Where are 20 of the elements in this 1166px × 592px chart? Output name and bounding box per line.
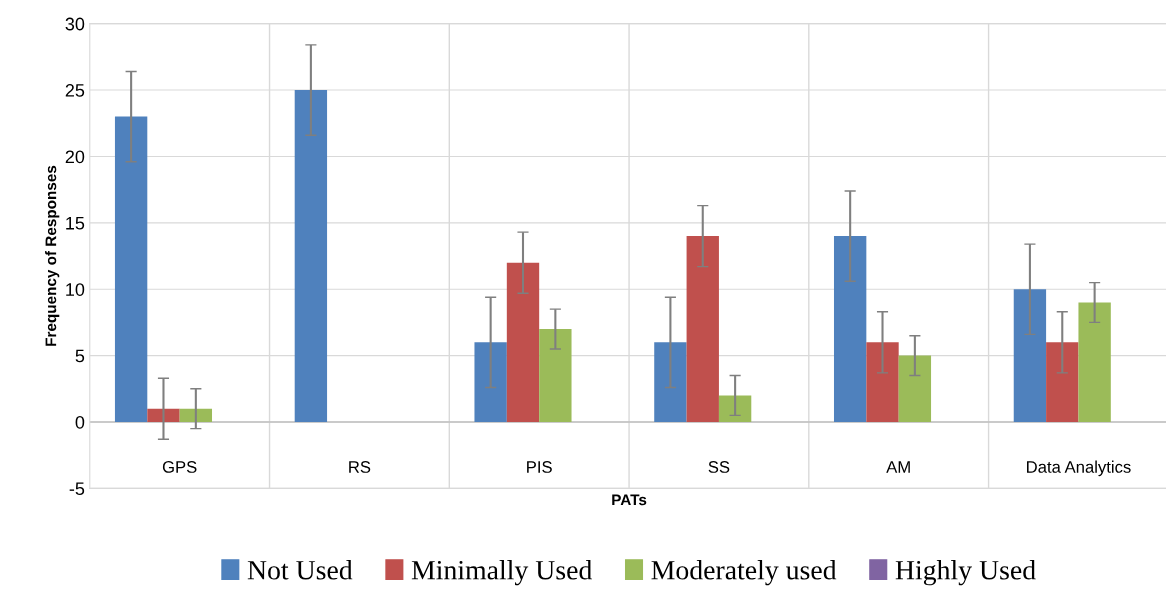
x-axis-title: PATs: [612, 494, 647, 506]
x-tick-label: GPS: [162, 461, 197, 473]
legend-label: Moderately used: [651, 560, 837, 586]
legend-label: Highly Used: [895, 560, 1036, 586]
y-tick-label: -5: [69, 482, 85, 496]
y-axis-title: Frequency of Responses: [45, 165, 60, 346]
x-tick-label: RS: [349, 461, 371, 473]
y-tick-label: 10: [66, 283, 85, 296]
x-tick-label: Data Analytics: [1027, 460, 1131, 477]
y-tick-label: 30: [65, 17, 85, 31]
y-tick-label: 25: [65, 84, 85, 97]
x-tick-label: PIS: [527, 461, 552, 473]
y-tick-label: 5: [75, 349, 85, 363]
legend-label: Not Used: [247, 560, 353, 580]
x-tick-label: AM: [886, 461, 910, 473]
y-tick-label: 20: [65, 150, 85, 164]
y-tick-label: 0: [75, 415, 85, 429]
x-tick-label: SS: [708, 461, 730, 473]
legend-label: Minimally Used: [411, 560, 593, 586]
y-tick-label: 15: [66, 216, 85, 230]
